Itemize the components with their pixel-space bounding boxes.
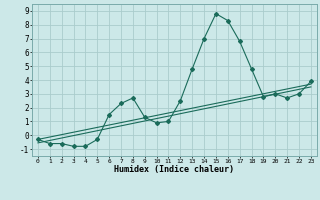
- X-axis label: Humidex (Indice chaleur): Humidex (Indice chaleur): [115, 165, 234, 174]
